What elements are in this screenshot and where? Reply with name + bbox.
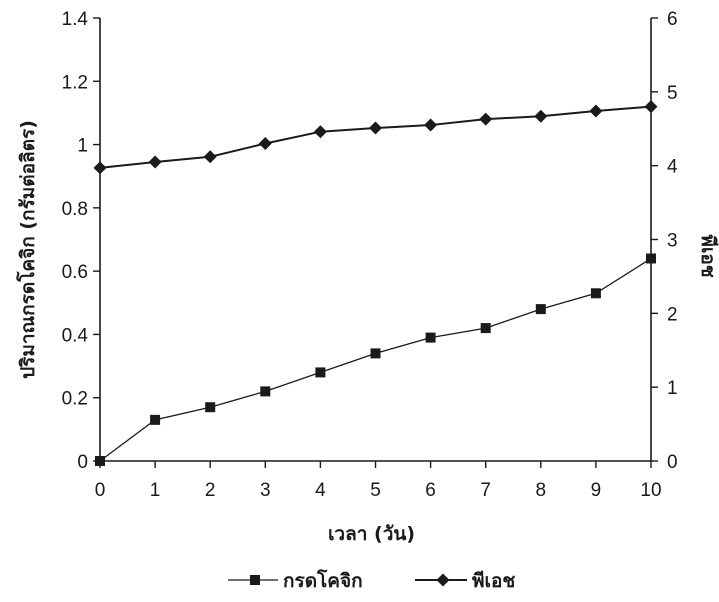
legend: กรดโคจิก พีเอช <box>228 569 515 592</box>
y-tick-label-right: 0 <box>667 452 678 473</box>
series-line-0 <box>99 257 652 462</box>
y-tick-label-right: 5 <box>667 83 678 104</box>
kojic-acid-point <box>535 304 546 315</box>
axes <box>93 17 658 468</box>
ph-point <box>148 155 162 169</box>
y-tick-label-left: 0.6 <box>62 262 88 283</box>
ph-point <box>424 118 438 132</box>
x-tick-label: 9 <box>591 480 602 501</box>
y-tick-label-left: 1.4 <box>62 9 89 30</box>
legend-label: พีเอช <box>472 570 515 592</box>
ph-point <box>589 104 603 118</box>
kojic-acid-point <box>150 414 161 425</box>
y-tick-label-left: 0.2 <box>62 389 88 410</box>
x-tick-label: 7 <box>480 480 491 501</box>
y-tick-label-left: 0 <box>77 452 88 473</box>
legend-swatch-marker <box>436 573 450 587</box>
kojic-acid-point <box>425 332 436 343</box>
y-tick-label-right: 6 <box>667 9 678 30</box>
x-tick-label: 1 <box>150 480 161 501</box>
kojic-acid-point <box>590 288 601 299</box>
kojic-acid-point <box>646 253 656 264</box>
x-tick-label: 3 <box>260 480 271 501</box>
series-line-1 <box>99 105 652 169</box>
y-tick-label-right: 3 <box>667 231 678 252</box>
x-tick-label: 8 <box>536 480 547 501</box>
x-tick-label: 0 <box>95 480 106 501</box>
y-tick-label-left: 1 <box>77 136 88 157</box>
y-tick-label-left: 0.8 <box>62 199 88 220</box>
ph-point <box>313 125 327 139</box>
kojic-acid-point <box>315 367 326 378</box>
ph-point <box>369 121 382 135</box>
y-tick-label-left: 1.2 <box>62 72 88 93</box>
ph-point <box>258 137 272 151</box>
kojic-acid-point <box>205 402 216 413</box>
y-tick-label-left: 0.4 <box>62 325 89 346</box>
kojic-acid-point <box>370 348 381 359</box>
ph-point <box>93 161 107 175</box>
legend-swatch-marker <box>250 575 260 585</box>
legend-label: กรดโคจิก <box>283 569 363 592</box>
y-axis-title-right: พีเอช <box>697 234 719 277</box>
y-tick-label-right: 4 <box>667 157 678 178</box>
ph-point <box>644 100 658 114</box>
kojic-acid-point <box>260 386 271 397</box>
ph-point <box>534 109 548 123</box>
labels-layer: 0 1 2 3 4 5 6 7 8 9 10 0 0.2 0.4 0.6 0.8 1 1.2 1.4 0 1 2 3 4 5 6 เ… <box>16 9 719 545</box>
y-tick-label-right: 1 <box>667 378 678 399</box>
x-tick-label: 4 <box>315 480 326 501</box>
ph-point <box>203 150 217 164</box>
kojic-acid-point <box>480 323 491 334</box>
x-tick-label: 2 <box>205 480 216 501</box>
ph-point <box>479 112 493 126</box>
y-axis-title-left: ปริมาณกรดโคจิก (กรัมต่อลิตร) <box>16 120 39 379</box>
x-tick-label: 10 <box>640 480 661 501</box>
series-layer <box>93 100 658 466</box>
kojic-acid-point <box>95 456 105 466</box>
y-tick-label-right: 2 <box>667 304 678 325</box>
x-axis-title: เวลา (วัน) <box>328 523 415 545</box>
x-tick-label: 6 <box>425 480 436 501</box>
x-tick-label: 5 <box>370 480 381 501</box>
